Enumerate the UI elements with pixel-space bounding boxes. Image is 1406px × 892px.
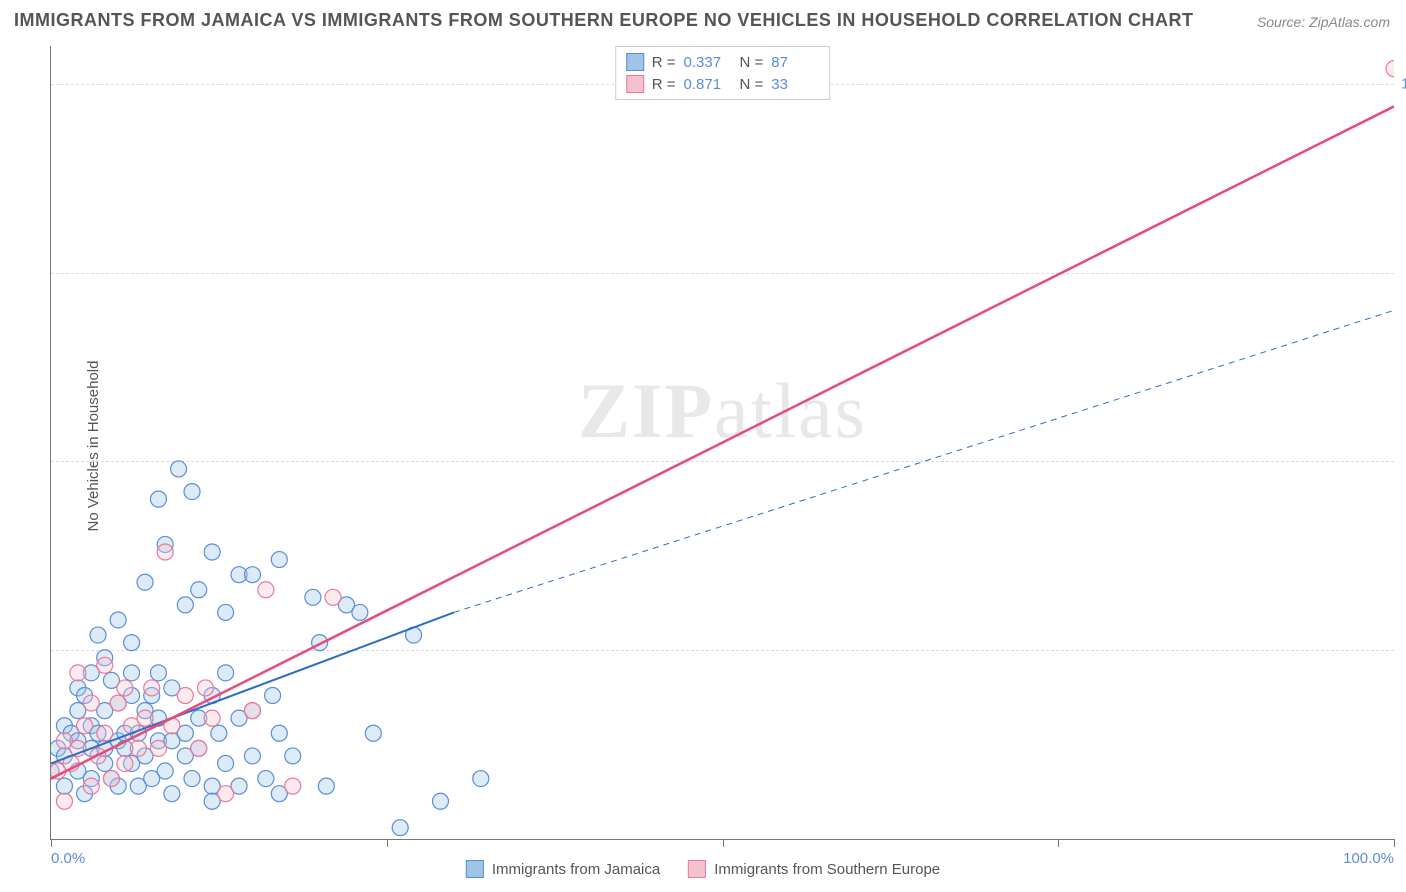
data-point [130, 740, 146, 756]
data-point [164, 786, 180, 802]
data-point [352, 604, 368, 620]
data-point [110, 612, 126, 628]
data-point [97, 657, 113, 673]
data-point [56, 778, 72, 794]
data-point [117, 755, 133, 771]
legend-r-label: R = [652, 76, 676, 93]
legend-n-value-2: 33 [771, 76, 819, 93]
data-point [150, 491, 166, 507]
data-point [157, 544, 173, 560]
chart-svg [51, 46, 1394, 839]
data-point [124, 665, 140, 681]
data-point [157, 763, 173, 779]
legend-n-value-1: 87 [771, 54, 819, 71]
data-point [325, 589, 341, 605]
data-point [150, 740, 166, 756]
data-point [171, 461, 187, 477]
legend-n-label: N = [740, 76, 764, 93]
data-point [191, 582, 207, 598]
trend-line [51, 106, 1394, 778]
swatch-series-2 [626, 75, 644, 93]
data-point [271, 725, 287, 741]
data-point [1386, 61, 1394, 77]
data-point [150, 665, 166, 681]
data-point [110, 695, 126, 711]
data-point [271, 552, 287, 568]
data-point [285, 748, 301, 764]
legend-label-1: Immigrants from Jamaica [492, 861, 660, 878]
legend-row-series-1: R = 0.337 N = 87 [626, 51, 820, 73]
x-tick [51, 839, 52, 847]
data-point [137, 574, 153, 590]
data-point [258, 582, 274, 598]
x-tick [1394, 839, 1395, 847]
source-attribution: Source: ZipAtlas.com [1257, 14, 1390, 30]
series-legend: Immigrants from Jamaica Immigrants from … [466, 860, 940, 878]
data-point [244, 748, 260, 764]
data-point [97, 725, 113, 741]
data-point [473, 771, 489, 787]
swatch-series-1-bottom [466, 860, 484, 878]
legend-r-value-2: 0.871 [684, 76, 732, 93]
data-point [184, 484, 200, 500]
data-point [218, 665, 234, 681]
x-tick [387, 839, 388, 847]
data-point [258, 771, 274, 787]
data-point [197, 680, 213, 696]
data-point [56, 793, 72, 809]
legend-item-2: Immigrants from Southern Europe [688, 860, 940, 878]
data-point [204, 544, 220, 560]
data-point [244, 703, 260, 719]
legend-row-series-2: R = 0.871 N = 33 [626, 73, 820, 95]
data-point [265, 688, 281, 704]
data-point [83, 778, 99, 794]
data-point [392, 820, 408, 836]
data-point [244, 567, 260, 583]
data-point [365, 725, 381, 741]
data-point [103, 771, 119, 787]
legend-item-1: Immigrants from Jamaica [466, 860, 660, 878]
data-point [285, 778, 301, 794]
plot-area: ZIPatlas R = 0.337 N = 87 R = 0.871 N = … [50, 46, 1394, 840]
legend-r-value-1: 0.337 [684, 54, 732, 71]
legend-n-label: N = [740, 54, 764, 71]
swatch-series-1 [626, 53, 644, 71]
data-point [177, 597, 193, 613]
x-tick-label: 0.0% [51, 850, 85, 867]
data-point [124, 635, 140, 651]
data-point [144, 680, 160, 696]
legend-r-label: R = [652, 54, 676, 71]
swatch-series-2-bottom [688, 860, 706, 878]
data-point [70, 665, 86, 681]
data-point [204, 710, 220, 726]
data-point [218, 604, 234, 620]
data-point [117, 680, 133, 696]
trend-line-extension [454, 310, 1394, 612]
x-tick-label: 100.0% [1343, 850, 1394, 867]
x-tick [1058, 839, 1059, 847]
y-tick-label: 100.0% [1401, 75, 1406, 92]
data-point [211, 725, 227, 741]
data-point [184, 771, 200, 787]
legend-label-2: Immigrants from Southern Europe [714, 861, 940, 878]
data-point [305, 589, 321, 605]
data-point [191, 740, 207, 756]
chart-title: IMMIGRANTS FROM JAMAICA VS IMMIGRANTS FR… [14, 10, 1194, 31]
data-point [218, 755, 234, 771]
x-tick [723, 839, 724, 847]
correlation-legend: R = 0.337 N = 87 R = 0.871 N = 33 [615, 46, 831, 100]
data-point [177, 688, 193, 704]
data-point [432, 793, 448, 809]
data-point [218, 786, 234, 802]
data-point [90, 627, 106, 643]
data-point [83, 695, 99, 711]
data-point [137, 710, 153, 726]
data-point [318, 778, 334, 794]
data-point [77, 718, 93, 734]
